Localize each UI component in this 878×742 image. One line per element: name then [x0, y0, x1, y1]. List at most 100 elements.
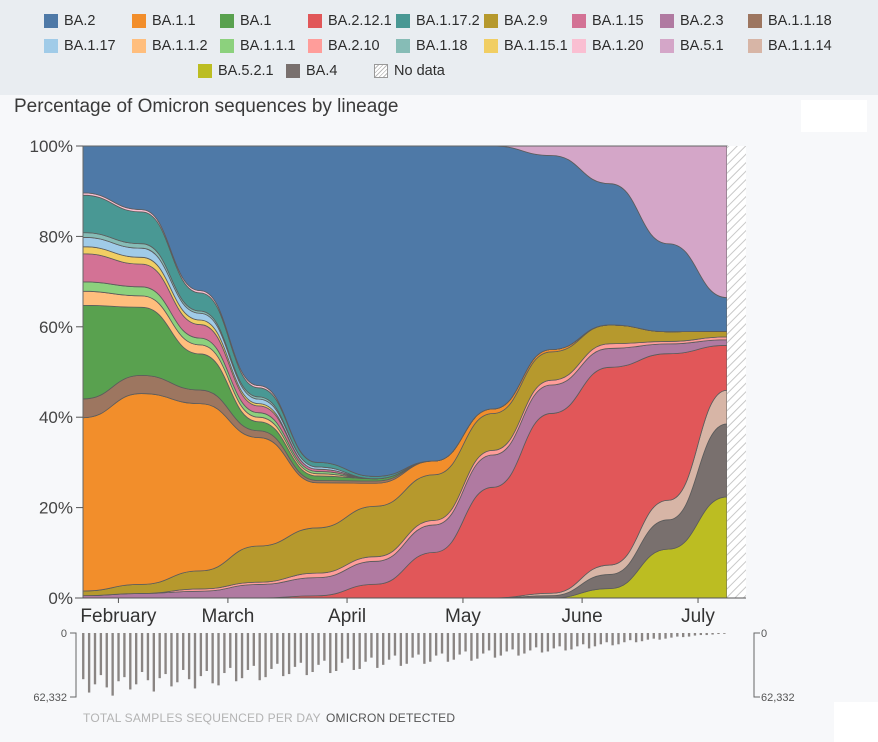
volume-bar	[252, 633, 255, 666]
volume-bar	[199, 633, 203, 677]
legend-item[interactable]: BA.1.17	[44, 38, 116, 54]
legend-item[interactable]: BA.1.15	[572, 13, 644, 29]
legend-item[interactable]: BA.5.1	[660, 38, 724, 54]
legend-item[interactable]: BA.5.2.1	[198, 63, 274, 79]
legend-item[interactable]: BA.2.9	[484, 13, 548, 29]
volume-scale-label: 62,332	[33, 692, 67, 704]
legend-item[interactable]: No data	[374, 63, 445, 79]
legend-swatch	[484, 14, 498, 28]
volume-bar	[205, 633, 208, 671]
volume-bar	[246, 633, 250, 670]
legend-item[interactable]: BA.1.20	[572, 38, 644, 54]
legend-item[interactable]: BA.2.10	[308, 38, 380, 54]
volume-caption-omicron: OMICRON DETECTED	[326, 711, 456, 725]
legend-item[interactable]: BA.2	[44, 13, 95, 29]
legend-swatch	[748, 39, 762, 53]
legend-item[interactable]: BA.1.1.14	[748, 38, 832, 54]
volume-scale-label: 62,332	[761, 692, 795, 704]
volume-bar	[352, 633, 355, 670]
volume-bar	[640, 633, 644, 642]
volume-bar	[629, 633, 632, 641]
legend-item[interactable]: BA.1.1.1	[220, 38, 296, 54]
legend-item[interactable]: BA.1.1.2	[132, 38, 208, 54]
volume-bar	[134, 633, 138, 685]
volume-bar	[293, 633, 297, 667]
legend-label: BA.1.1.2	[152, 38, 208, 54]
volume-bar	[211, 633, 214, 684]
legend-label: No data	[394, 63, 445, 79]
legend-item[interactable]: BA.2.12.1	[308, 13, 392, 29]
volume-chart: 0 62,332 0 62,332	[33, 628, 794, 704]
legend-label: BA.1.17.2	[416, 13, 480, 29]
legend-label: BA.1.1	[152, 13, 196, 29]
volume-bar	[105, 633, 108, 688]
legend-swatch	[198, 64, 212, 78]
volume-bar	[493, 633, 497, 658]
legend-item[interactable]: BA.1.17.2	[396, 13, 480, 29]
volume-bar	[164, 633, 167, 675]
legend-item[interactable]: BA.4	[286, 63, 337, 79]
y-axis: 0% 20% 40% 60% 80% 100%	[30, 137, 83, 608]
y-tick-label: 20%	[39, 499, 73, 518]
volume-bar	[376, 633, 379, 668]
volume-bar	[529, 633, 532, 651]
volume-bar	[476, 633, 479, 659]
volume-bar	[682, 633, 685, 638]
legend-item[interactable]: BA.1.15.1	[484, 38, 568, 54]
legend-swatch	[308, 14, 322, 28]
volume-bar	[429, 633, 432, 662]
volume-caption-total: TOTAL SAMPLES SEQUENCED PER DAY	[83, 711, 321, 725]
volume-bar	[140, 633, 144, 673]
volume-bar	[552, 633, 555, 649]
legend-label: BA.1	[240, 13, 272, 29]
volume-bar	[87, 633, 91, 693]
volume-bar	[517, 633, 520, 656]
volume-bar	[482, 633, 485, 654]
legend-item[interactable]: BA.2.3	[660, 13, 724, 29]
legend-label: BA.5.2.1	[218, 63, 274, 79]
legend-label: BA.1.1.18	[768, 13, 832, 29]
volume-bar	[340, 633, 344, 663]
volume-bar	[82, 633, 85, 680]
volume-bar	[323, 633, 326, 661]
volume-bar	[99, 633, 103, 676]
legend-item[interactable]: BA.1.1.18	[748, 13, 832, 29]
volume-bar	[464, 633, 467, 652]
volume-bar	[417, 633, 420, 655]
legend-label: BA.1.15.1	[504, 38, 568, 54]
volume-bar	[305, 633, 308, 676]
volume-bar	[176, 633, 179, 683]
legend-swatch	[286, 64, 300, 78]
y-tick-label: 60%	[39, 318, 73, 337]
volume-bar	[170, 633, 173, 687]
legend-swatch	[374, 64, 388, 78]
legend-label: BA.4	[306, 63, 338, 79]
legend-label: BA.1.1.14	[768, 38, 832, 54]
volume-bar	[370, 633, 373, 658]
volume-bar	[599, 633, 603, 645]
volume-bar	[534, 633, 538, 648]
legend-label: BA.2.3	[680, 13, 724, 29]
volume-bar	[587, 633, 591, 649]
volume-bar	[505, 633, 508, 652]
legend-swatch	[308, 39, 322, 53]
legend-item[interactable]: BA.1	[220, 13, 271, 29]
legend-swatch	[132, 39, 146, 53]
volume-bar	[423, 633, 426, 664]
volume-bar	[329, 633, 332, 674]
legend-item[interactable]: BA.1.18	[396, 38, 468, 54]
volume-bar	[693, 633, 697, 636]
volume-scale-label: 0	[761, 628, 767, 640]
volume-bar	[93, 633, 97, 685]
volume-bar	[346, 633, 350, 659]
y-tick-label: 100%	[30, 137, 73, 156]
legend-label: BA.1.20	[592, 38, 644, 54]
volume-bar	[217, 633, 220, 686]
y-tick-label: 0%	[48, 589, 73, 608]
volume-bar	[570, 633, 573, 650]
volume-bar	[240, 633, 244, 679]
legend-label: BA.2	[64, 13, 96, 29]
legend-item[interactable]: BA.1.1	[132, 13, 196, 29]
legend-swatch	[660, 39, 674, 53]
